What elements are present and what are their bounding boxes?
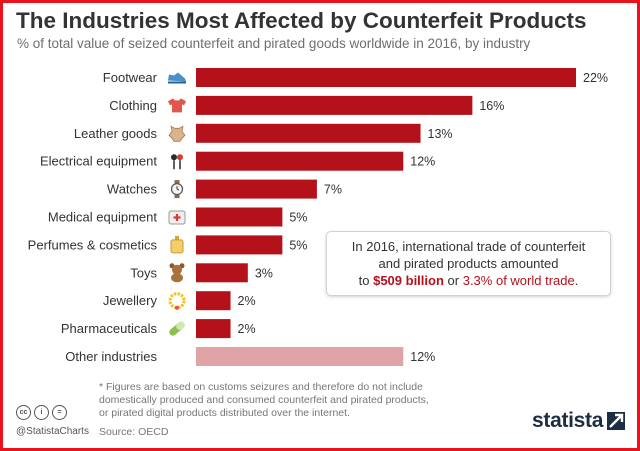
- callout-amount: $509 billion: [373, 273, 444, 288]
- footnote-line-3: or pirated digital products distributed …: [99, 407, 350, 419]
- hide-icon: [168, 125, 186, 142]
- category-label: Clothing: [109, 98, 157, 113]
- brand-name: statista: [532, 409, 604, 432]
- callout-line-3: to $509 billion or 3.3% of world trade.: [327, 272, 610, 289]
- category-label: Other industries: [65, 349, 157, 364]
- no-derivatives-icon[interactable]: =: [52, 405, 67, 420]
- data-label: 16%: [479, 99, 504, 113]
- chart-subtitle: % of total value of seized counterfeit a…: [17, 36, 531, 51]
- source-note: Source: OECD: [99, 426, 169, 438]
- creative-commons-icon[interactable]: cc: [16, 405, 31, 420]
- sneaker-icon: [168, 72, 186, 84]
- bar[interactable]: [196, 151, 404, 171]
- perfume-bottle-icon: [170, 235, 184, 254]
- first-aid-kit-icon: [168, 210, 186, 225]
- category-label: Footwear: [103, 70, 158, 85]
- footnote: * Figures are based on customs seizures …: [99, 381, 499, 420]
- data-label: 12%: [410, 155, 435, 169]
- category-label: Medical equipment: [48, 210, 158, 225]
- pill-icon: [169, 321, 185, 336]
- necklace-icon: [168, 292, 186, 310]
- data-label: 5%: [289, 238, 307, 252]
- data-label: 7%: [324, 183, 342, 197]
- license-badges: cc i =: [16, 405, 67, 420]
- earphones-icon: [171, 154, 183, 170]
- category-label: Leather goods: [74, 126, 158, 141]
- attribution-icon[interactable]: i: [34, 405, 49, 420]
- callout-share: 3.3% of world trade: [462, 273, 575, 288]
- callout-line-2: and pirated products amounted: [378, 256, 559, 271]
- teddy-bear-icon: [169, 263, 185, 283]
- twitter-handle[interactable]: @StatistaCharts: [16, 426, 89, 437]
- data-label: 2%: [238, 322, 256, 336]
- bar[interactable]: [196, 123, 421, 143]
- category-label: Electrical equipment: [40, 154, 157, 169]
- category-label: Watches: [107, 182, 158, 197]
- data-label: 13%: [428, 127, 453, 141]
- statista-logo[interactable]: statista: [532, 409, 626, 433]
- statista-logo-icon: [607, 412, 626, 430]
- callout-mid: or: [447, 273, 460, 288]
- bar[interactable]: [196, 68, 576, 87]
- callout-line-1: In 2016, international trade of counterf…: [351, 239, 586, 254]
- data-label: 3%: [255, 266, 273, 280]
- category-label: Toys: [130, 265, 157, 280]
- category-label: Pharmaceuticals: [61, 321, 158, 336]
- data-label: 5%: [289, 211, 307, 225]
- data-label: 12%: [410, 350, 435, 364]
- bar[interactable]: [196, 179, 317, 199]
- callout-end: .: [574, 273, 579, 288]
- bar[interactable]: [196, 95, 473, 115]
- footnote-line-2: domestically produced and consumed count…: [99, 394, 429, 406]
- bar[interactable]: [196, 319, 231, 339]
- footnote-line-1: * Figures are based on customs seizures …: [99, 381, 423, 393]
- category-label: Jewellery: [103, 293, 158, 308]
- bar-chart: Footwear 22% Clothing 16% Leather goods 13% El…: [28, 68, 608, 366]
- callout-prefix: to: [358, 273, 370, 288]
- data-label: 22%: [583, 71, 608, 85]
- bar[interactable]: [196, 347, 404, 366]
- chart-title: The Industries Most Affected by Counterf…: [16, 8, 587, 33]
- category-label: Perfumes & cosmetics: [28, 237, 158, 252]
- bar[interactable]: [196, 291, 231, 311]
- bar[interactable]: [196, 235, 283, 255]
- data-label: 2%: [238, 294, 256, 308]
- bar[interactable]: [196, 263, 248, 283]
- watch-icon: [170, 180, 184, 199]
- tshirt-icon: [168, 98, 186, 113]
- bar[interactable]: [196, 207, 283, 227]
- callout-box: In 2016, international trade of counterf…: [326, 231, 611, 296]
